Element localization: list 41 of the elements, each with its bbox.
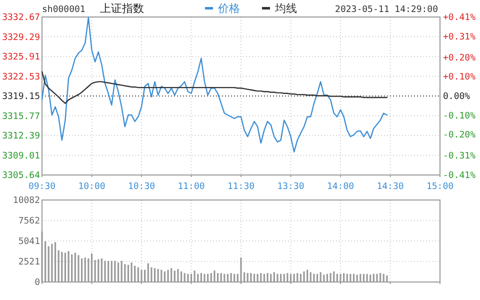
y2-tick-label: +0.31% [443,32,476,42]
x-tick-label: 13:30 [277,182,304,192]
y2-tick-label: -0.41% [443,171,476,181]
y-tick-label: 3325.91 [2,52,40,63]
x-tick-label: 15:00 [426,182,454,192]
y-tick-label: 0 [34,278,40,288]
line-series [41,16,388,152]
legend-item: 均线 [262,2,297,15]
y-tick-label: 3312.39 [2,132,40,142]
x-tick-label: 09:30 [28,182,56,192]
y-tick-label: 10082 [12,196,40,206]
y2-tick-label: -0.31% [443,152,476,162]
x-tick-label: 10:00 [78,182,106,192]
x-tick-label: 11:30 [227,182,255,192]
text: sh000001 [42,5,86,15]
y-tick-label: 3329.29 [2,32,40,43]
x-tick-label: 14:30 [376,182,404,192]
y-tick-label: 3322.53 [2,72,40,82]
y2-tick-label: -0.10% [443,111,476,122]
y-tick-label: 3332.67 [2,13,40,23]
legend-label: 均线 [274,2,297,15]
line-series [41,71,388,104]
y2-tick-label: 0.00% [443,92,471,102]
chart-title: 上证指数 [100,2,144,15]
y-tick-label: 2521 [18,257,40,268]
x-tick-label: 14:00 [326,182,354,192]
text: 2023-05-11 14:29:00 [335,5,438,15]
y-tick-label: 7562 [18,216,40,226]
y2-tick-label: +0.10% [443,72,476,83]
y-tick-label: 3319.15 [2,92,40,102]
y2-tick-label: -0.20% [443,130,476,141]
legend-item: 价格 [205,2,240,15]
y-tick-label: 5041 [18,237,40,247]
y2-tick-label: +0.41% [443,13,476,23]
y2-tick-label: +0.20% [443,53,476,64]
legend-label: 价格 [217,2,240,15]
x-tick-label: 10:30 [128,182,156,192]
y-tick-label: 3309.01 [2,151,40,162]
y-tick-label: 3305.64 [2,171,40,181]
x-tick-label: 11:00 [178,182,205,192]
y-tick-label: 3315.77 [2,112,40,122]
